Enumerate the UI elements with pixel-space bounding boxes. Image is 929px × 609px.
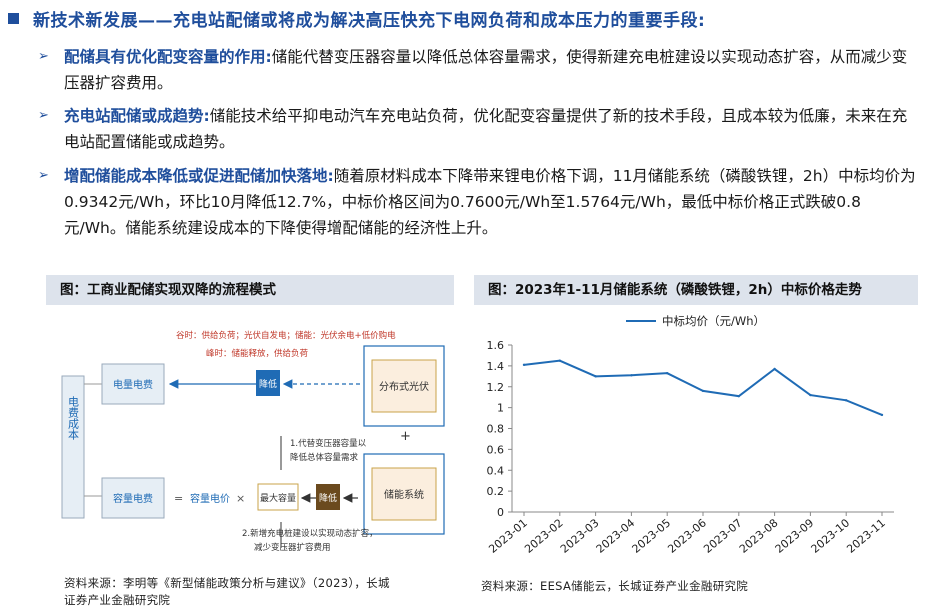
x-tick-label: 2023-03 (558, 516, 602, 556)
peak-text: 峰时：储能释放，供给负荷 (206, 348, 309, 359)
valley-text: 谷时：供给负荷；光伏自发电；储能：光伏余电+低价购电 (176, 330, 396, 341)
data-point (880, 413, 884, 417)
y-tick-label: 0.4 (487, 464, 505, 477)
bullet-3-text: 随着原材料成本下降带来锂电价格下调，11月储能系统（磷酸铁锂，2h）中标均价为0… (64, 167, 916, 237)
note2-line-b: 减少变压器扩容费用 (254, 542, 331, 553)
series-line (523, 359, 883, 416)
capacity-fee-box (101, 477, 165, 519)
x-tick-label: 2023-09 (773, 516, 817, 556)
plus-sign: + (400, 429, 411, 444)
bullet-2-head: 充电站配储或成趋势: (64, 107, 210, 125)
y-tick-label: 1 (497, 402, 504, 415)
data-point (701, 389, 705, 393)
equals-sign: = (174, 492, 183, 505)
bullet-1-head: 配储具有优化配变容量的作用: (64, 48, 272, 66)
right-panel-header: 图：2023年1-11月储能系统（磷酸铁锂，2h）中标价格走势 (474, 275, 918, 305)
reduce-label-bottom: 降低 (319, 492, 337, 504)
note2-line-a: 2.新增充电桩建设以实现动态扩容， (242, 528, 378, 539)
data-point (773, 367, 776, 371)
energy-fee-box (101, 363, 165, 405)
x-tick-label: 2023-02 (522, 516, 566, 556)
x-tick-label: 2023-05 (630, 516, 674, 556)
bullet-1-text: 储能代替变压器容量以降低总体容量需求，使得新建充电桩建设以实现动态扩容，从而减少… (64, 48, 908, 92)
data-point (630, 374, 633, 377)
arrow-icon: ➢ (38, 168, 49, 183)
max-capacity-box (257, 483, 299, 511)
data-point (737, 394, 740, 398)
y-tick-label: 1.4 (487, 360, 505, 373)
left-source-line-2: 证券产业金融研究院 (64, 593, 171, 607)
bullet-3: ➢ 增配储能成本降低或促进配储加快落地:随着原材料成本下降带来锂电价格下调，11… (38, 163, 918, 241)
legend-label: 中标均价（元/Wh） (662, 314, 765, 328)
capacity-price-label: 容量电价 (190, 492, 230, 505)
x-tick-label: 2023-07 (701, 516, 745, 556)
data-point (666, 371, 669, 375)
data-point (594, 375, 597, 378)
page-title: 新技术新发展——充电站配储或将成为解决高压快充下电网负荷和成本压力的重要手段: (33, 11, 706, 31)
bullet-2: ➢ 充电站配储或成趋势:储能技术给平抑电动汽车充电站负荷，优化配变容量提供了新的… (38, 103, 918, 155)
x-tick-label: 2023-06 (665, 516, 709, 556)
left-panel-header: 图：工商业配储实现双降的流程模式 (46, 275, 454, 305)
x-tick-label: 2023-01 (486, 516, 530, 556)
arrow-icon: ➢ (38, 49, 49, 64)
reduce-box-bottom (316, 484, 340, 510)
x-tick-label: 2023-08 (737, 516, 781, 556)
left-source: 资料来源：李明等《新型储能政策分析与建议》（2023），长城 证券产业金融研究院 (64, 575, 454, 609)
capacity-fee-label: 容量电费 (113, 492, 153, 505)
arrow-icon: ➢ (38, 108, 49, 123)
right-source: 资料来源：EESA储能云，长城证券产业金融研究院 (481, 579, 749, 593)
bullet-1: ➢ 配储具有优化配变容量的作用:储能代替变压器容量以降低总体容量需求，使得新建充… (38, 44, 918, 96)
data-point (522, 363, 526, 367)
flow-diagram: 电费成本 电量电费 容量电费 = 容量电价 × 最大容量 降低 降低 分布式光伏… (61, 330, 445, 553)
pv-box (371, 359, 437, 413)
y-tick-label: 0.6 (487, 443, 505, 456)
y-tick-label: 0 (497, 506, 504, 519)
note1-line-b: 降低总体容量需求 (290, 452, 359, 463)
y-tick-label: 1.2 (487, 381, 505, 394)
note1-line-a: 1.代替变压器容量以 (290, 438, 367, 449)
x-tick-label: 2023-04 (594, 516, 638, 556)
reduce-label-top: 降低 (259, 378, 277, 390)
bullet-3-head: 增配储能成本降低或促进配储加快落地: (64, 167, 334, 185)
reduce-box-top (256, 370, 280, 396)
x-tick-label: 2023-10 (809, 516, 853, 556)
cost-box (61, 375, 85, 519)
title-row: 新技术新发展——充电站配储或将成为解决高压快充下电网负荷和成本压力的重要手段: (8, 6, 705, 31)
times-sign: × (236, 492, 245, 505)
pv-label: 分布式光伏 (379, 380, 429, 393)
y-tick-label: 0.8 (487, 423, 505, 436)
storage-box (371, 467, 437, 521)
data-point (558, 359, 561, 362)
y-tick-label: 1.6 (487, 339, 505, 352)
x-tick-label: 2023-11 (844, 516, 888, 556)
data-point (845, 399, 848, 402)
cost-box-label: 电费成本 (67, 396, 80, 441)
y-tick-label: 0.2 (487, 485, 505, 498)
energy-fee-label: 电量电费 (113, 378, 153, 391)
price-trend-chart: 00.20.40.60.811.21.41.62023-012023-02202… (486, 314, 894, 556)
data-point (809, 393, 812, 397)
max-capacity-label: 最大容量 (260, 492, 296, 504)
bullet-2-text: 储能技术给平抑电动汽车充电站负荷，优化配变容量提供了新的技术手段，且成本较为低廉… (64, 107, 908, 151)
left-source-line-1: 资料来源：李明等《新型储能政策分析与建议》（2023），长城 (64, 576, 390, 590)
storage-label: 储能系统 (384, 488, 424, 501)
square-bullet-icon (8, 13, 19, 24)
